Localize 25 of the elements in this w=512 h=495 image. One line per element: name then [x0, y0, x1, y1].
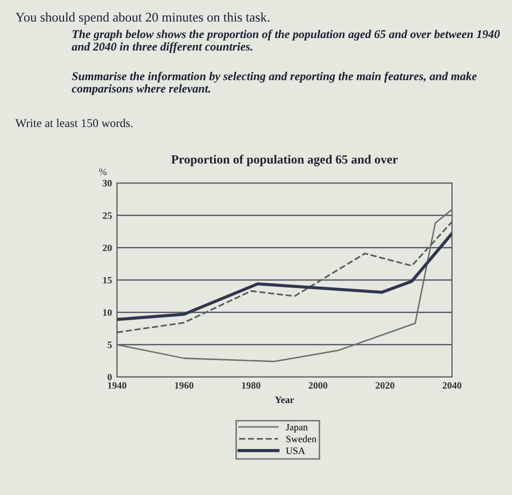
y-tick-label: 10 — [103, 309, 112, 316]
line-series — [117, 232, 452, 321]
text: The graph below shows the proportion of the population aged 65 and over between 1940 and 2040 in three different countries. — [72, 30, 500, 54]
legend-label: USA — [286, 448, 306, 454]
text: You should spend about 20 minutes on this task. — [16, 12, 270, 24]
legend-label: Japan — [286, 424, 308, 432]
x-tick-label: 2000 — [308, 382, 328, 389]
x-tick-label: 2040 — [442, 382, 462, 389]
y-tick-label: 25 — [102, 212, 112, 219]
y-axis-title: % — [99, 168, 107, 176]
x-tick-label: 1940 — [108, 382, 126, 389]
chart-title: Proportion of population aged 65 and over — [171, 154, 398, 166]
y-tick-label: 5 — [108, 342, 112, 348]
x-tick-label: 1980 — [242, 382, 260, 389]
text: Summarise the information by selecting and reporting the main features, and make comparisons where relevant. — [72, 72, 477, 95]
x-axis-title: Year — [274, 396, 294, 404]
y-tick-label: 15 — [103, 276, 112, 284]
y-tick-label: 20 — [102, 244, 112, 252]
legend-label: Sweden — [286, 435, 316, 442]
text: Write at least 150 words. — [15, 118, 132, 128]
line-series — [117, 208, 452, 362]
y-tick-label: 0 — [108, 374, 112, 380]
y-tick-label: 30 — [102, 180, 112, 186]
x-tick-label: 2020 — [376, 382, 394, 389]
x-tick-label: 1960 — [175, 382, 194, 389]
